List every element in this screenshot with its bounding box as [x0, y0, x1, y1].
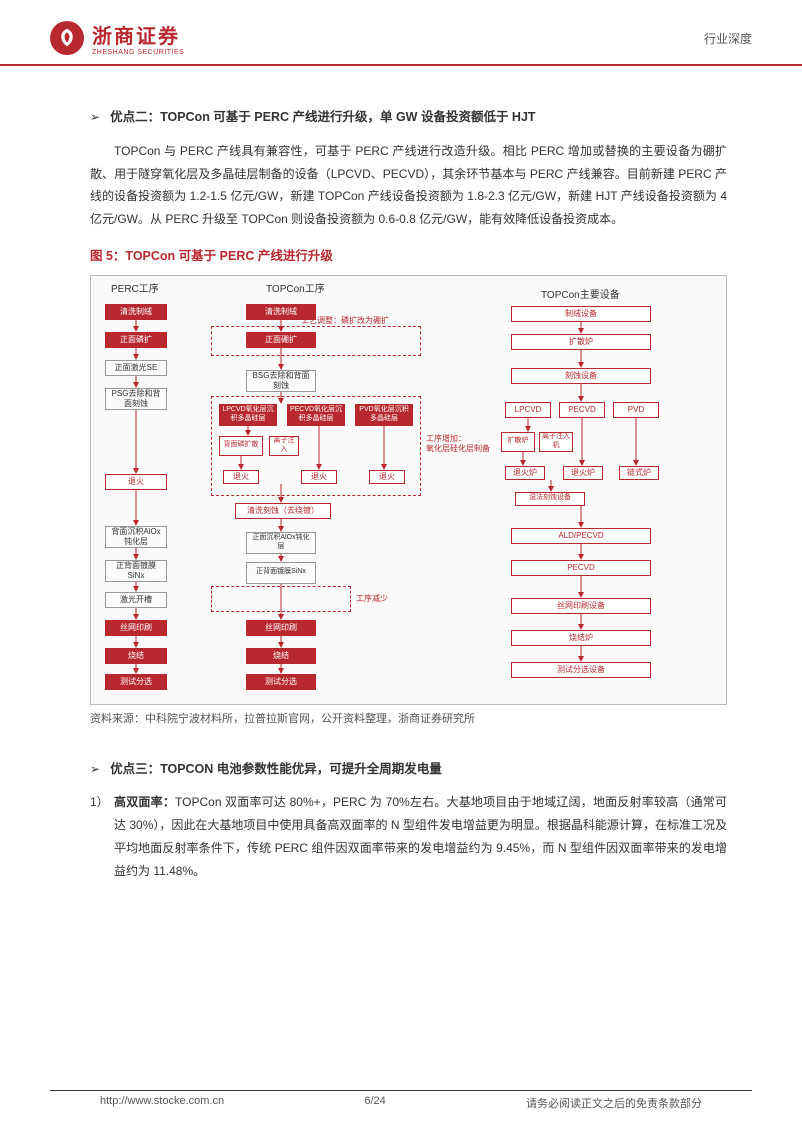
section-title-advantage-3: ➢ 优点三：TOPCON 电池参数性能优异，可提升全周期发电量	[90, 758, 727, 782]
topcon-node: 离子注入	[269, 436, 299, 456]
bullet-arrow-icon: ➢	[90, 758, 100, 781]
topcon-node: 清洗制绒	[246, 304, 316, 320]
header-category: 行业深度	[704, 30, 752, 47]
footer-disclaimer: 请务必阅读正文之后的免责条款部分	[526, 1095, 702, 1111]
column-header-perc: PERC工序	[111, 280, 159, 299]
equip-node: PECVD	[559, 402, 605, 418]
logo-text-block: 浙商证券 ZHESHANG SECURITIES	[92, 20, 184, 56]
topcon-node: 清洗刻蚀（去绕镀）	[235, 503, 331, 519]
perc-node: 烧结	[105, 648, 167, 664]
list-item-1: 1） 高双面率：TOPCon 双面率可达 80%+，PERC 为 70%左右。大…	[90, 791, 727, 882]
list-item-bold: 高双面率：	[114, 795, 175, 809]
column-header-equipment: TOPCon主要设备	[541, 286, 620, 305]
equip-node: PECVD	[511, 560, 651, 576]
column-header-topcon: TOPCon工序	[266, 280, 325, 299]
equip-node: 离子注入机	[539, 432, 573, 452]
figure-5-diagram: PERC工序 TOPCon工序 TOPCon主要设备 工艺调整：磷扩改为硼扩 工…	[90, 275, 727, 705]
section-title-text: 优点二：TOPCon 可基于 PERC 产线进行升级，单 GW 设备投资额低于 …	[110, 106, 535, 130]
topcon-node: 退火	[301, 470, 337, 484]
topcon-node: PECVD氧化层沉积多晶硅层	[287, 404, 345, 426]
topcon-node: 背面磷扩散	[219, 436, 263, 456]
footer-url: http://www.stocke.com.cn	[100, 1095, 224, 1111]
topcon-node: PVD氧化层沉积多晶硅层	[355, 404, 413, 426]
perc-node: 激光开槽	[105, 592, 167, 608]
topcon-node: 正面沉积AlOx钝化层	[246, 532, 316, 554]
equip-node: 测试分选设备	[511, 662, 651, 678]
page-header: 浙商证券 ZHESHANG SECURITIES 行业深度	[0, 0, 802, 66]
section-title-advantage-2: ➢ 优点二：TOPCon 可基于 PERC 产线进行升级，单 GW 设备投资额低…	[90, 106, 727, 130]
equip-node: 链式炉	[619, 466, 659, 480]
perc-node: 背面沉积AlOx钝化层	[105, 526, 167, 548]
perc-node: 退火	[105, 474, 167, 490]
equip-node: 刻蚀设备	[511, 368, 651, 384]
bullet-arrow-icon: ➢	[90, 106, 100, 129]
list-body: 高双面率：TOPCon 双面率可达 80%+，PERC 为 70%左右。大基地项…	[114, 791, 727, 882]
topcon-node: 丝网印刷	[246, 620, 316, 636]
topcon-node: LPCVD氧化层沉积多晶硅层	[219, 404, 277, 426]
footer-page-number: 6/24	[364, 1095, 385, 1111]
perc-node: 测试分选	[105, 674, 167, 690]
equip-node: 烧结炉	[511, 630, 651, 646]
equip-node: LPCVD	[505, 402, 551, 418]
list-number: 1）	[90, 791, 114, 882]
section-2-paragraph: TOPCon 与 PERC 产线具有兼容性，可基于 PERC 产线进行改造升级。…	[90, 140, 727, 231]
company-logo-icon	[50, 21, 84, 55]
equip-node: 丝网印刷设备	[511, 598, 651, 614]
list-item-text: TOPCon 双面率可达 80%+，PERC 为 70%左右。大基地项目由于地域…	[114, 795, 727, 877]
perc-node: 正面磷扩	[105, 332, 167, 348]
annotation-reduce: 工序减少	[356, 594, 388, 604]
topcon-node: BSG去除和背面刻蚀	[246, 370, 316, 392]
page-footer: http://www.stocke.com.cn 6/24 请务必阅读正文之后的…	[50, 1090, 752, 1111]
dashed-box-process-adjust	[211, 326, 421, 356]
perc-node: 清洗制绒	[105, 304, 167, 320]
figure-5-title: 图 5：TOPCon 可基于 PERC 产线进行升级	[90, 245, 727, 269]
topcon-node: 退火	[223, 470, 259, 484]
equip-node: ALD/PECVD	[511, 528, 651, 544]
equip-node: 扩散炉	[511, 334, 651, 350]
annotation-add: 工序增加： 氧化层硅化层制备	[426, 434, 496, 455]
topcon-node: 正背面镀膜SiNx	[246, 562, 316, 584]
dashed-box-process-reduce	[211, 586, 351, 612]
perc-node: 正面激光SE	[105, 360, 167, 376]
equip-node: 湿法刻蚀设备	[515, 492, 585, 506]
topcon-node: 正面硼扩	[246, 332, 316, 348]
figure-5-source: 资料来源：中科院宁波材料所，拉普拉斯官网，公开资料整理，浙商证券研究所	[90, 709, 727, 730]
equip-node: 扩散炉	[501, 432, 535, 452]
equip-node: PVD	[613, 402, 659, 418]
topcon-node: 退火	[369, 470, 405, 484]
logo-block: 浙商证券 ZHESHANG SECURITIES	[50, 20, 184, 56]
logo-text-en: ZHESHANG SECURITIES	[92, 49, 184, 56]
section-title-text: 优点三：TOPCON 电池参数性能优异，可提升全周期发电量	[110, 758, 442, 782]
perc-node: 正背面镀膜SiNx	[105, 560, 167, 582]
topcon-node: 测试分选	[246, 674, 316, 690]
equip-node: 制绒设备	[511, 306, 651, 322]
topcon-node: 烧结	[246, 648, 316, 664]
logo-text-cn: 浙商证券	[92, 20, 184, 49]
equip-node: 退火炉	[505, 466, 545, 480]
perc-node: 丝网印刷	[105, 620, 167, 636]
perc-node: PSG去除和背面刻蚀	[105, 388, 167, 410]
page-content: ➢ 优点二：TOPCon 可基于 PERC 产线进行升级，单 GW 设备投资额低…	[0, 66, 802, 883]
equip-node: 退火炉	[563, 466, 603, 480]
